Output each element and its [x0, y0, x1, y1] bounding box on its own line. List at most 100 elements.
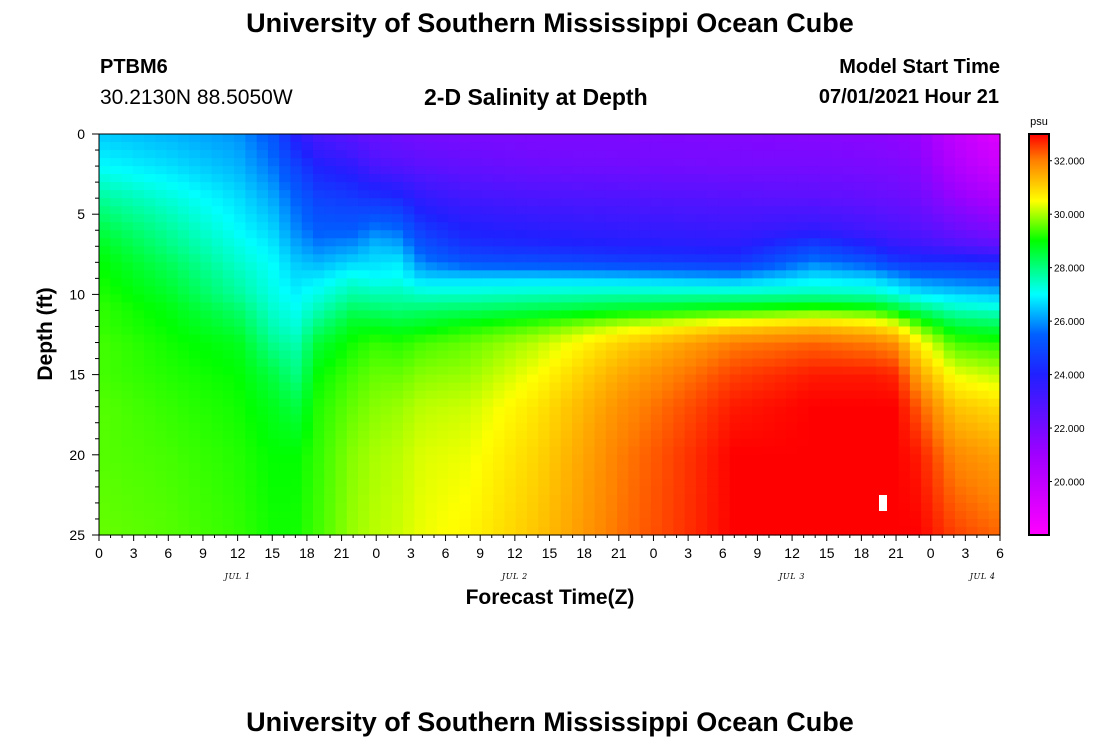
heatmap-cell — [684, 286, 697, 295]
heatmap-cell — [279, 334, 292, 344]
heatmap-cell — [267, 334, 280, 344]
heatmap-cell — [369, 326, 382, 336]
heatmap-cell — [301, 254, 314, 263]
heatmap-cell — [99, 286, 111, 295]
heatmap-cell — [358, 486, 370, 496]
heatmap-cell — [853, 502, 866, 512]
heatmap-cell — [752, 142, 765, 151]
heatmap-cell — [752, 462, 765, 472]
heatmap-cell — [729, 502, 742, 512]
heatmap-cell — [481, 430, 494, 440]
heatmap-cell — [425, 246, 438, 255]
heatmap-cell — [763, 214, 776, 223]
heatmap-cell — [177, 262, 190, 271]
heatmap-cell — [132, 462, 145, 472]
heatmap-cell — [909, 406, 922, 416]
heatmap-cell — [831, 142, 843, 151]
heatmap-cell — [954, 310, 967, 320]
heatmap-cell — [222, 478, 235, 488]
heatmap-cell — [324, 142, 337, 151]
heatmap-cell — [695, 254, 708, 263]
heatmap-cell — [459, 326, 472, 336]
heatmap-cell — [887, 478, 900, 488]
heatmap-cell — [921, 502, 934, 512]
heatmap-cell — [538, 302, 551, 312]
heatmap-cell — [572, 318, 584, 328]
heatmap-cell — [639, 326, 652, 336]
heatmap-cell — [695, 358, 708, 368]
heatmap-cell — [954, 414, 967, 424]
heatmap-cell — [110, 358, 123, 368]
heatmap-cell — [234, 302, 247, 312]
colorbar: psu20.00022.00024.00026.00028.00030.0003… — [1028, 116, 1085, 536]
heatmap-cell — [966, 430, 979, 440]
heatmap-cell — [763, 422, 776, 432]
heatmap-cell — [831, 518, 843, 528]
heatmap-cell — [380, 278, 393, 287]
heatmap-cell — [346, 334, 359, 344]
heatmap-cell — [358, 262, 370, 271]
heatmap-cell — [639, 262, 652, 271]
heatmap-cell — [842, 350, 855, 360]
heatmap-cell — [808, 158, 821, 167]
heatmap-cell — [954, 526, 967, 536]
heatmap-cell — [707, 302, 720, 312]
colorbar-unit-label: psu — [1030, 116, 1048, 128]
heatmap-cell — [752, 486, 765, 496]
heatmap-cell — [729, 366, 742, 376]
heatmap-cell — [572, 238, 584, 247]
heatmap-cell — [954, 510, 967, 520]
heatmap-cell — [673, 150, 686, 159]
heatmap-cell — [177, 334, 190, 344]
heatmap-cell — [155, 366, 168, 376]
heatmap-cell — [662, 494, 674, 504]
heatmap-cell — [921, 270, 934, 279]
heatmap-cell — [943, 358, 956, 368]
heatmap-cell — [369, 318, 382, 328]
heatmap-cell — [639, 470, 652, 480]
heatmap-cell — [391, 374, 404, 384]
heatmap-cell — [358, 422, 370, 432]
heatmap-cell — [673, 430, 686, 440]
heatmap-cell — [695, 526, 708, 536]
heatmap-cell — [864, 262, 877, 271]
heatmap-cell — [650, 182, 663, 191]
heatmap-cell — [707, 270, 720, 279]
heatmap-cell — [459, 294, 472, 304]
heatmap-cell — [898, 174, 911, 183]
heatmap-cell — [684, 278, 697, 287]
heatmap-cell — [403, 318, 415, 328]
heatmap-cell — [954, 270, 967, 279]
heatmap-cell — [324, 190, 337, 199]
heatmap-cell — [369, 358, 382, 368]
x-axis-label: Forecast Time(Z) — [466, 586, 635, 609]
heatmap-cell — [481, 454, 494, 464]
heatmap-cell — [245, 510, 258, 520]
heatmap-cell — [436, 494, 449, 504]
heatmap-cell — [526, 462, 539, 472]
heatmap-cell — [617, 198, 629, 207]
heatmap-cell — [707, 510, 720, 520]
heatmap-cell — [177, 398, 190, 408]
heatmap-cell — [605, 366, 618, 376]
heatmap-cell — [245, 430, 258, 440]
heatmap-cell — [459, 318, 472, 328]
heatmap-cell — [189, 446, 201, 456]
heatmap-cell — [324, 174, 337, 183]
heatmap-cell — [842, 446, 855, 456]
heatmap-cell — [380, 318, 393, 328]
heatmap-cell — [312, 326, 325, 336]
heatmap-cell — [155, 326, 168, 336]
heatmap-cell — [763, 406, 776, 416]
heatmap-cell — [786, 286, 798, 295]
heatmap-cell — [391, 150, 404, 159]
heatmap-cell — [470, 414, 483, 424]
heatmap-cell — [110, 246, 123, 255]
heatmap-cell — [346, 278, 359, 287]
heatmap-cell — [200, 526, 213, 536]
heatmap-cell — [988, 494, 1001, 504]
heatmap-cell — [808, 262, 821, 271]
heatmap-cell — [898, 190, 911, 199]
heatmap-cell — [560, 510, 573, 520]
heatmap-cell — [166, 134, 179, 143]
